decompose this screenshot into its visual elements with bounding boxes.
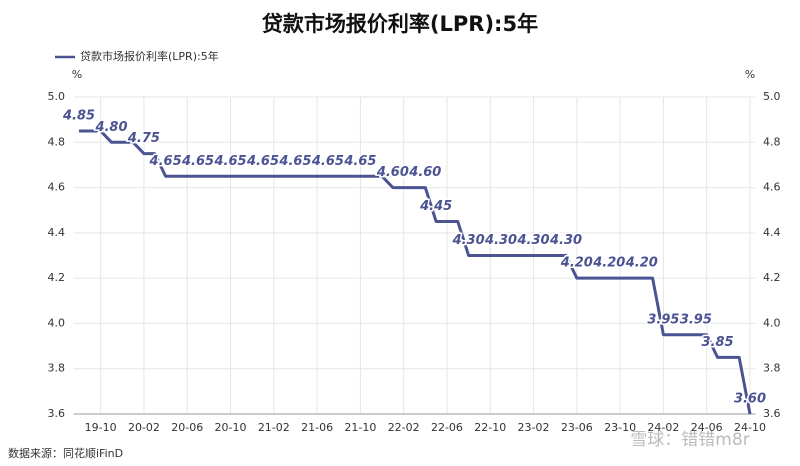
x-tick-label: 20-02 <box>128 421 160 434</box>
y2-tick-label: 4.2 <box>763 271 781 284</box>
x-tick-label: 20-06 <box>171 421 203 434</box>
data-label: 4.60 <box>376 165 409 180</box>
x-tick-label: 21-06 <box>301 421 333 434</box>
data-label: 4.45 <box>419 199 452 214</box>
legend-label: 贷款市场报价利率(LPR):5年 <box>80 49 219 63</box>
data-label: 4.30 <box>452 233 485 248</box>
y-tick-label: 4.6 <box>48 181 66 194</box>
data-label: 4.75 <box>127 131 160 146</box>
watermark: 雪球：错错m8r <box>630 430 749 450</box>
y-tick-label: 4.4 <box>48 226 66 239</box>
y2-tick-label: 3.8 <box>763 362 781 375</box>
y-tick-label: 3.6 <box>48 407 66 420</box>
data-label: 4.65 <box>213 154 246 169</box>
chart-title: 贷款市场报价利率(LPR):5年 <box>262 12 538 36</box>
x-tick-label: 24-06 <box>691 421 723 434</box>
x-tick-label: 21-02 <box>258 421 290 434</box>
data-label: 4.30 <box>484 233 517 248</box>
y-unit: % <box>72 68 82 81</box>
x-tick-label: 21-10 <box>344 421 376 434</box>
data-label: 4.20 <box>625 256 658 271</box>
y2-unit: % <box>745 68 755 81</box>
y2-tick-label: 5.0 <box>763 90 781 103</box>
data-label: 3.60 <box>734 392 766 407</box>
y-tick-label: 4.8 <box>48 135 66 148</box>
x-tick-label: 22-06 <box>431 421 463 434</box>
y-tick-label: 5.0 <box>48 90 66 103</box>
x-tick-label: 22-10 <box>474 421 506 434</box>
x-tick-label: 19-10 <box>85 421 117 434</box>
data-label: 3.85 <box>701 335 733 350</box>
data-label: 4.60 <box>408 165 441 180</box>
x-tick-label: 23-10 <box>604 421 636 434</box>
y-tick-label: 3.8 <box>48 362 66 375</box>
y-tick-label: 4.0 <box>48 316 66 329</box>
y2-tick-label: 4.8 <box>763 135 781 148</box>
data-label: 4.65 <box>181 154 214 169</box>
data-label: 3.95 <box>647 312 679 327</box>
data-label: 4.20 <box>592 256 625 271</box>
x-tick-label: 22-02 <box>388 421 420 434</box>
data-label: 4.30 <box>517 233 550 248</box>
data-label: 4.80 <box>94 120 127 135</box>
x-tick-label: 20-10 <box>215 421 247 434</box>
data-label: 4.65 <box>311 154 344 169</box>
data-label: 4.65 <box>278 154 311 169</box>
x-tick-label: 23-06 <box>561 421 593 434</box>
x-tick-label: 24-10 <box>734 421 766 434</box>
series-line <box>79 129 752 415</box>
y2-tick-label: 3.6 <box>763 407 781 420</box>
data-label: 4.65 <box>343 154 376 169</box>
data-label: 4.65 <box>246 154 279 169</box>
y2-tick-label: 4.6 <box>763 181 781 194</box>
data-label: 4.65 <box>149 154 182 169</box>
x-tick-label: 23-02 <box>518 421 550 434</box>
data-label: 4.30 <box>549 233 582 248</box>
y-tick-label: 4.2 <box>48 271 66 284</box>
y2-tick-label: 4.4 <box>763 226 781 239</box>
data-label: 3.95 <box>680 312 712 327</box>
x-tick-label: 24-02 <box>647 421 679 434</box>
data-label: 4.85 <box>62 108 95 123</box>
data-label: 4.20 <box>560 256 593 271</box>
source-note: 数据来源：同花顺iFinD <box>8 446 123 460</box>
y2-tick-label: 4.0 <box>763 316 781 329</box>
